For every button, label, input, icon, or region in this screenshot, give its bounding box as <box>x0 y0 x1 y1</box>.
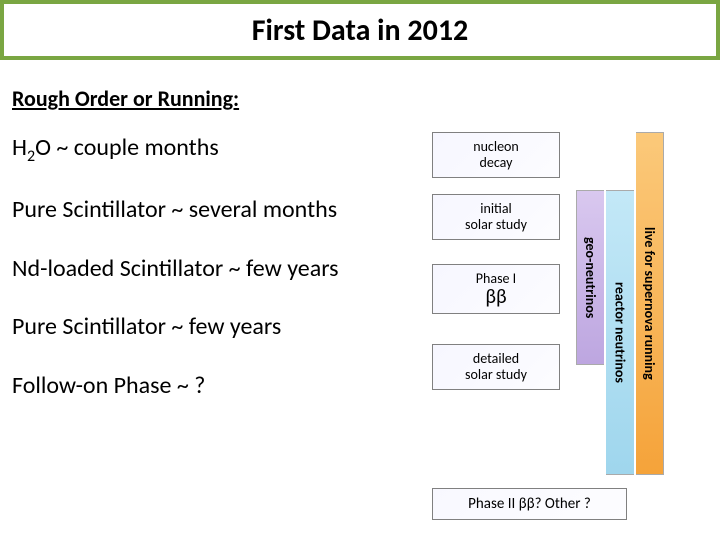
phase-ii-box: Phase II ββ? Other ? <box>432 488 627 520</box>
supernova-bar: live for supernova running <box>636 132 664 475</box>
phase-item: Follow-on Phase ~ ? <box>12 373 412 399</box>
phase-item: Nd-loaded Scintillator ~ few years <box>12 256 412 282</box>
phase-list: H2O ~ couple months Pure Scintillator ~ … <box>12 135 412 431</box>
phase-item: Pure Scintillator ~ few years <box>12 314 412 340</box>
timeline-box: detailedsolar study <box>432 344 560 390</box>
geo-neutrinos-bar: geo-neutrinos <box>576 190 604 365</box>
subtitle: Rough Order or Running: <box>12 85 720 112</box>
title-bar: First Data in 2012 <box>0 0 720 60</box>
supernova-label: live for supernova running <box>641 227 658 380</box>
timeline-box: Phase Iββ <box>432 264 560 314</box>
page-title: First Data in 2012 <box>252 12 468 49</box>
timeline-box: initialsolar study <box>432 194 560 240</box>
reactor-label: reactor neutrinos <box>612 282 629 383</box>
phase-item: Pure Scintillator ~ several months <box>12 197 412 223</box>
timeline-box: nucleondecay <box>432 132 560 178</box>
geo-label: geo-neutrinos <box>582 237 599 318</box>
phase-ii-label: Phase II ββ? Other ? <box>468 495 591 513</box>
phase-item: H2O ~ couple months <box>12 135 412 165</box>
reactor-neutrinos-bar: reactor neutrinos <box>606 190 634 475</box>
